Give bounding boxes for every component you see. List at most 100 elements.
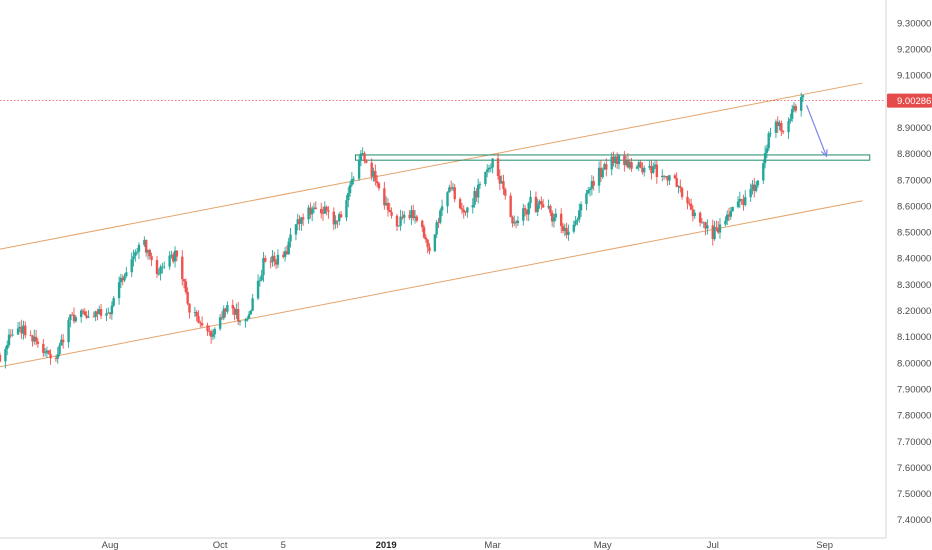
candle-body: [612, 156, 615, 164]
candle-body: [428, 247, 431, 252]
candle: [491, 158, 494, 174]
candle: [715, 220, 718, 232]
candle: [527, 201, 530, 222]
candle-body: [421, 220, 424, 228]
candle: [233, 306, 236, 321]
candle-body: [4, 349, 7, 362]
candle: [675, 172, 678, 188]
candle: [623, 150, 626, 172]
candle: [655, 160, 659, 184]
candle: [410, 205, 413, 225]
candle-body: [666, 176, 669, 181]
candle: [605, 158, 608, 177]
candle-body: [197, 316, 200, 323]
candle: [58, 342, 61, 357]
candle-body: [119, 277, 123, 283]
x-tick-label: 2019: [376, 540, 397, 550]
candle: [603, 162, 606, 171]
candle: [559, 208, 563, 234]
candle: [247, 311, 251, 319]
y-tick-label: 8.80000: [897, 149, 931, 160]
candle-body: [502, 181, 505, 190]
candle-body: [296, 219, 299, 225]
candle-body: [578, 210, 581, 220]
candle-body: [769, 132, 772, 134]
candle: [471, 198, 474, 214]
candle-body: [635, 166, 639, 169]
candle-body: [637, 162, 640, 167]
candle: [668, 174, 671, 185]
x-tick-label: Jul: [707, 540, 719, 550]
time-axis[interactable]: Aug Oct 5 2019 Mar May Jul Sep: [102, 540, 833, 550]
candle-body: [716, 228, 720, 233]
candle: [29, 330, 32, 337]
candle: [399, 209, 402, 231]
candle-body: [310, 208, 314, 215]
candle-body: [756, 180, 760, 186]
candle: [43, 348, 47, 357]
candle: [792, 102, 796, 113]
candle-body: [464, 212, 467, 213]
candle-body: [413, 216, 417, 219]
candle: [590, 175, 594, 196]
candle-body: [523, 208, 527, 211]
candle: [256, 274, 260, 301]
candle-body: [751, 184, 754, 190]
candle-body: [765, 148, 769, 153]
candle: [576, 217, 579, 226]
candle-body: [357, 160, 361, 179]
x-tick-label: Aug: [102, 540, 119, 550]
candle-body: [451, 187, 455, 189]
candle-body: [285, 251, 289, 255]
candle: [345, 194, 348, 222]
candle-body: [96, 311, 99, 314]
candle: [60, 334, 63, 346]
candle: [134, 249, 137, 262]
candle-body: [592, 181, 595, 186]
candle-body: [92, 316, 96, 318]
candle-body: [780, 122, 783, 132]
candle: [0, 352, 2, 363]
y-tick-label: 8.90000: [897, 123, 931, 134]
candle-body: [372, 171, 375, 177]
candle-body: [726, 214, 729, 221]
candle-body: [662, 175, 666, 177]
candle: [85, 311, 88, 320]
candle-body: [159, 266, 162, 274]
candle-body: [121, 277, 124, 281]
candle-body: [626, 160, 630, 168]
candle: [765, 144, 769, 159]
candle: [18, 321, 22, 333]
y-tick-label: 7.80000: [897, 411, 931, 422]
candle: [534, 191, 538, 214]
candle: [421, 219, 424, 233]
candle-body: [693, 212, 696, 217]
y-tick-label: 9.20000: [897, 45, 931, 56]
candle: [289, 227, 292, 248]
candle-body: [99, 309, 103, 316]
candle-body: [301, 217, 305, 220]
y-tick-label: 9.30000: [897, 18, 931, 29]
candle-body: [603, 164, 606, 170]
candle: [716, 221, 720, 234]
candle: [435, 219, 438, 239]
candle-body: [536, 204, 539, 212]
candle: [80, 308, 83, 323]
candle: [143, 236, 146, 248]
candle-body: [327, 210, 330, 212]
candle: [374, 164, 377, 186]
candle: [98, 305, 101, 315]
candle-body: [653, 164, 657, 167]
candle: [424, 234, 428, 243]
candle: [525, 209, 529, 221]
candle: [119, 273, 123, 289]
candle-body: [16, 328, 20, 335]
candle-body: [486, 169, 489, 172]
candle: [163, 261, 166, 270]
candle-body: [213, 328, 216, 335]
candle-body: [448, 187, 451, 193]
candle-body: [125, 272, 128, 277]
candle-body: [628, 162, 631, 168]
candle: [271, 250, 274, 267]
